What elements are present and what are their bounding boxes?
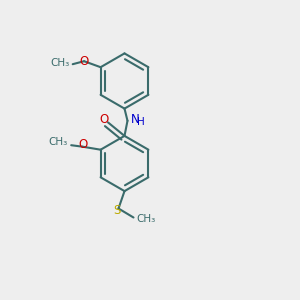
Text: O: O [100,113,109,127]
Text: O: O [80,55,89,68]
Text: CH₃: CH₃ [50,58,70,68]
Text: O: O [78,138,87,151]
Text: S: S [113,203,121,217]
Text: N: N [131,113,140,126]
Text: H: H [136,117,144,127]
Text: CH₃: CH₃ [136,214,156,224]
Text: CH₃: CH₃ [48,136,68,147]
